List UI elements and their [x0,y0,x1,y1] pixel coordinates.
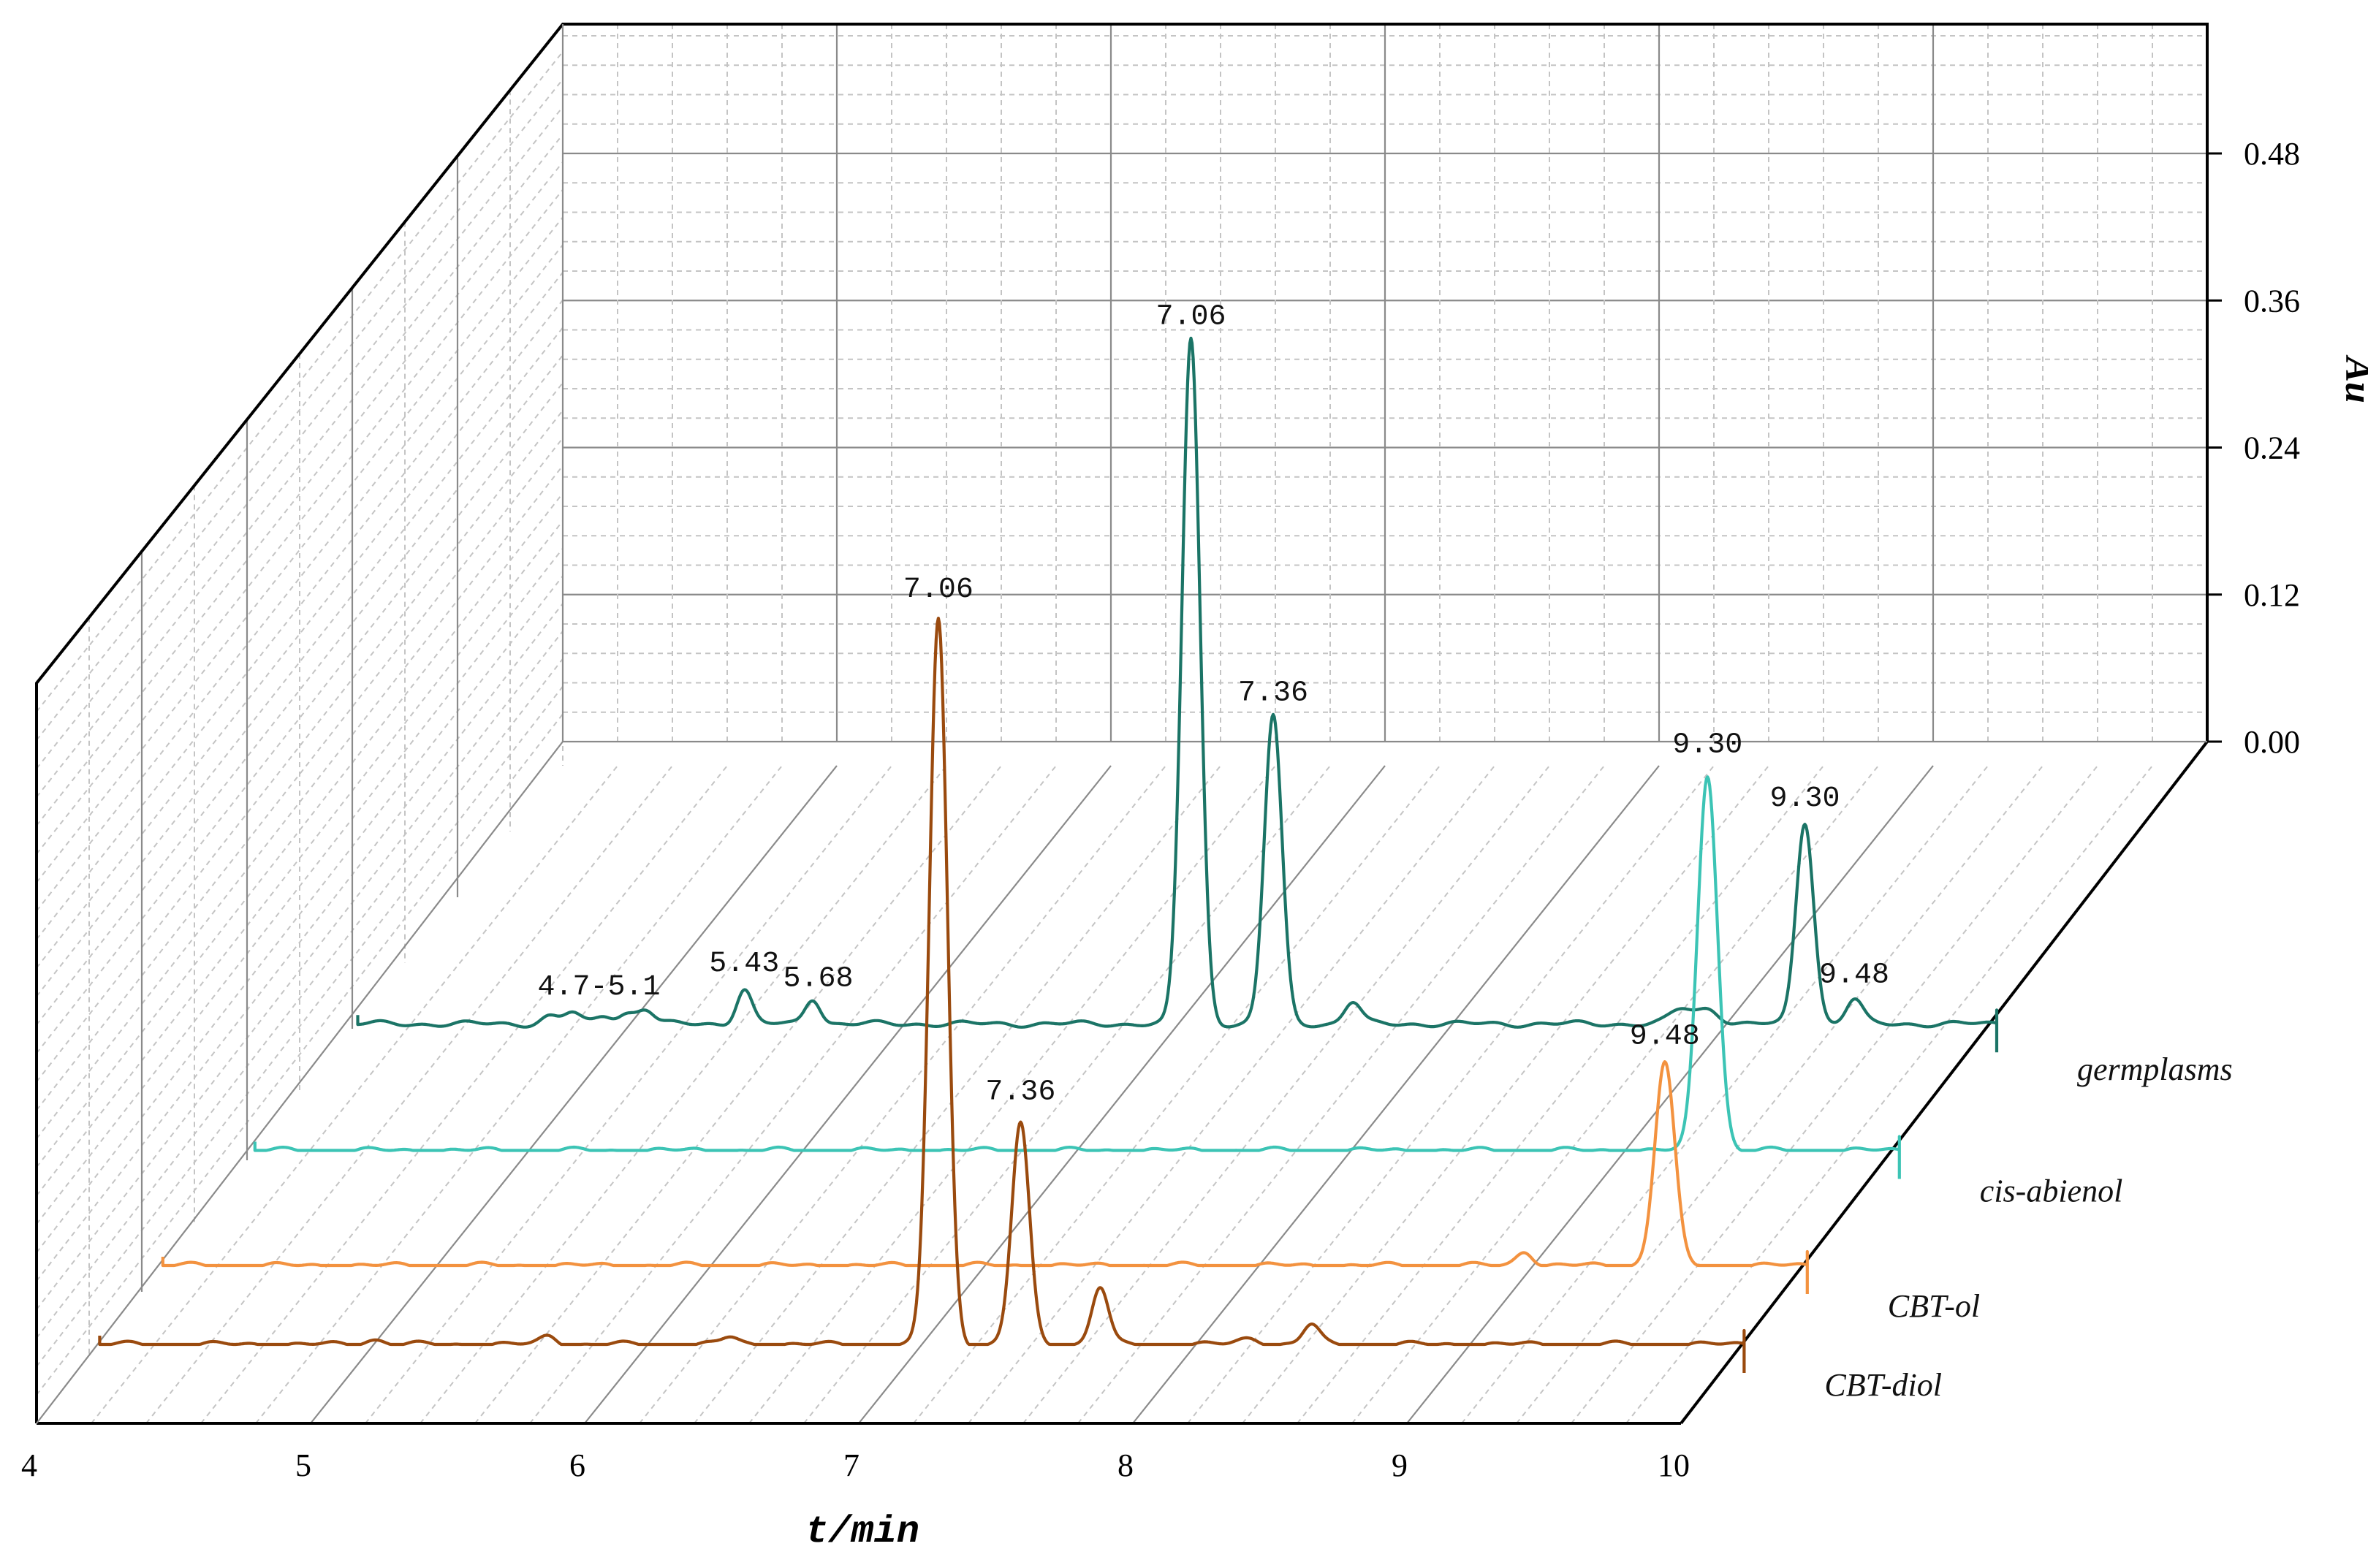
y-tick-label: 0.48 [2244,136,2300,172]
left-wall-grid [36,24,563,1396]
floor-gridline [1461,765,1989,1424]
series-line-germplasms [356,336,1999,1053]
floor-gridline [145,765,673,1424]
series-traces [98,336,1999,1373]
floor-gridline [1297,765,1824,1424]
x-tick-label: 4 [21,1447,37,1483]
y-axis-title: Au [2337,354,2368,403]
x-axis-title: t/min [805,1510,919,1553]
series-name-germplasms: germplasms [2077,1051,2233,1087]
series-names: germplasms cis-abienol CBT-ol CBT-diol [1824,1051,2232,1403]
axis-ticks: 4 5 6 7 8 9 10 0.00 0.12 0.24 0.36 0.48 [21,136,2300,1483]
series-name-CBT-ol: CBT-ol [1888,1288,1980,1324]
peak-label: 5.68 [783,962,853,995]
floor-gridline [639,765,1166,1424]
peak-label: 7.36 [985,1076,1055,1109]
floor-gridline [420,765,947,1424]
floor-gridline [1516,765,2043,1424]
left-gridline-diag [36,685,563,1367]
floor-gridline [474,765,1002,1424]
peak-label: 9.30 [1672,728,1742,761]
left-gridline-diag [36,603,563,1282]
left-gridline-diag [36,78,563,741]
floor-gridline [858,765,1386,1424]
peak-label: 7.06 [903,574,974,606]
y-tick-label: 0.36 [2244,283,2300,319]
x-tick-label: 9 [1392,1447,1408,1483]
frame-right-edge [1680,740,2209,1425]
peak-label: 7.36 [1238,677,1308,710]
peak-label: 4.7-5.1 [537,971,660,1004]
left-gridline-diag [36,161,563,826]
floor-gridline [1351,765,1879,1424]
floor-gridline [1132,765,1660,1424]
floor-gridline [1077,765,1605,1424]
floor-gridline [91,765,618,1424]
floor-gridline [1242,765,1769,1424]
series-line-cis-abienol [253,775,1901,1179]
series-line-CBT-diol [98,617,1746,1373]
floor-gridline [1625,765,2153,1424]
x-tick-label: 5 [295,1447,311,1483]
left-gridline-diag [36,134,563,798]
floor-gridline [913,765,1441,1424]
left-gridline-diag [36,51,563,712]
x-tick-label: 6 [569,1447,585,1483]
floor-gridline [200,765,728,1424]
x-tick-label: 7 [843,1447,859,1483]
left-gridline-diag [36,244,563,912]
back-wall-grid [563,24,2207,742]
floor-gridline [694,765,1221,1424]
floor-gridline [748,765,1276,1424]
floor-gridline [1187,765,1715,1424]
floor-grid [91,765,2153,1424]
left-gridline-diag [36,106,563,769]
floor-gridline [1571,765,2098,1424]
peak-labels: 4.7-5.1 5.43 5.68 7.06 7.36 9.30 9.48 9.30 9.48 7… [537,301,1889,1109]
axes-frame [35,23,2209,1425]
floor-gridline [1022,765,1550,1424]
floor-gridline [310,765,838,1424]
frame-outline [35,23,2209,1423]
left-gridline-diag [36,631,563,1310]
floor-gridline [584,765,1112,1424]
peak-label: 5.43 [709,948,779,981]
left-gridline-diag [36,216,563,883]
x-tick-label: 10 [1658,1447,1690,1483]
series-name-CBT-diol: CBT-diol [1824,1367,1942,1403]
y-tick-label: 0.00 [2244,724,2300,760]
peak-label: 9.30 [1769,783,1840,815]
floor-gridline [968,765,1495,1424]
peak-label: 9.48 [1630,1020,1700,1053]
y-tick-label: 0.12 [2244,577,2300,613]
series-name-cis-abienol: cis-abienol [1980,1173,2123,1209]
y-tick-label: 0.24 [2244,430,2300,466]
floor-gridline [529,765,1057,1424]
left-gridline-diag [36,272,563,940]
left-gridline-diag [36,658,563,1339]
frame-left-floor-edge [36,741,563,1424]
x-tick-label: 8 [1117,1447,1134,1483]
peak-label: 7.06 [1155,301,1226,334]
floor-gridline [803,765,1331,1424]
series-line-CBT-ol [161,1060,1809,1294]
floor-gridline [365,765,892,1424]
left-gridline-diag [36,189,563,855]
floor-gridline [255,765,783,1424]
peak-label: 9.48 [1819,959,1889,992]
left-gridline-diag [36,713,563,1396]
